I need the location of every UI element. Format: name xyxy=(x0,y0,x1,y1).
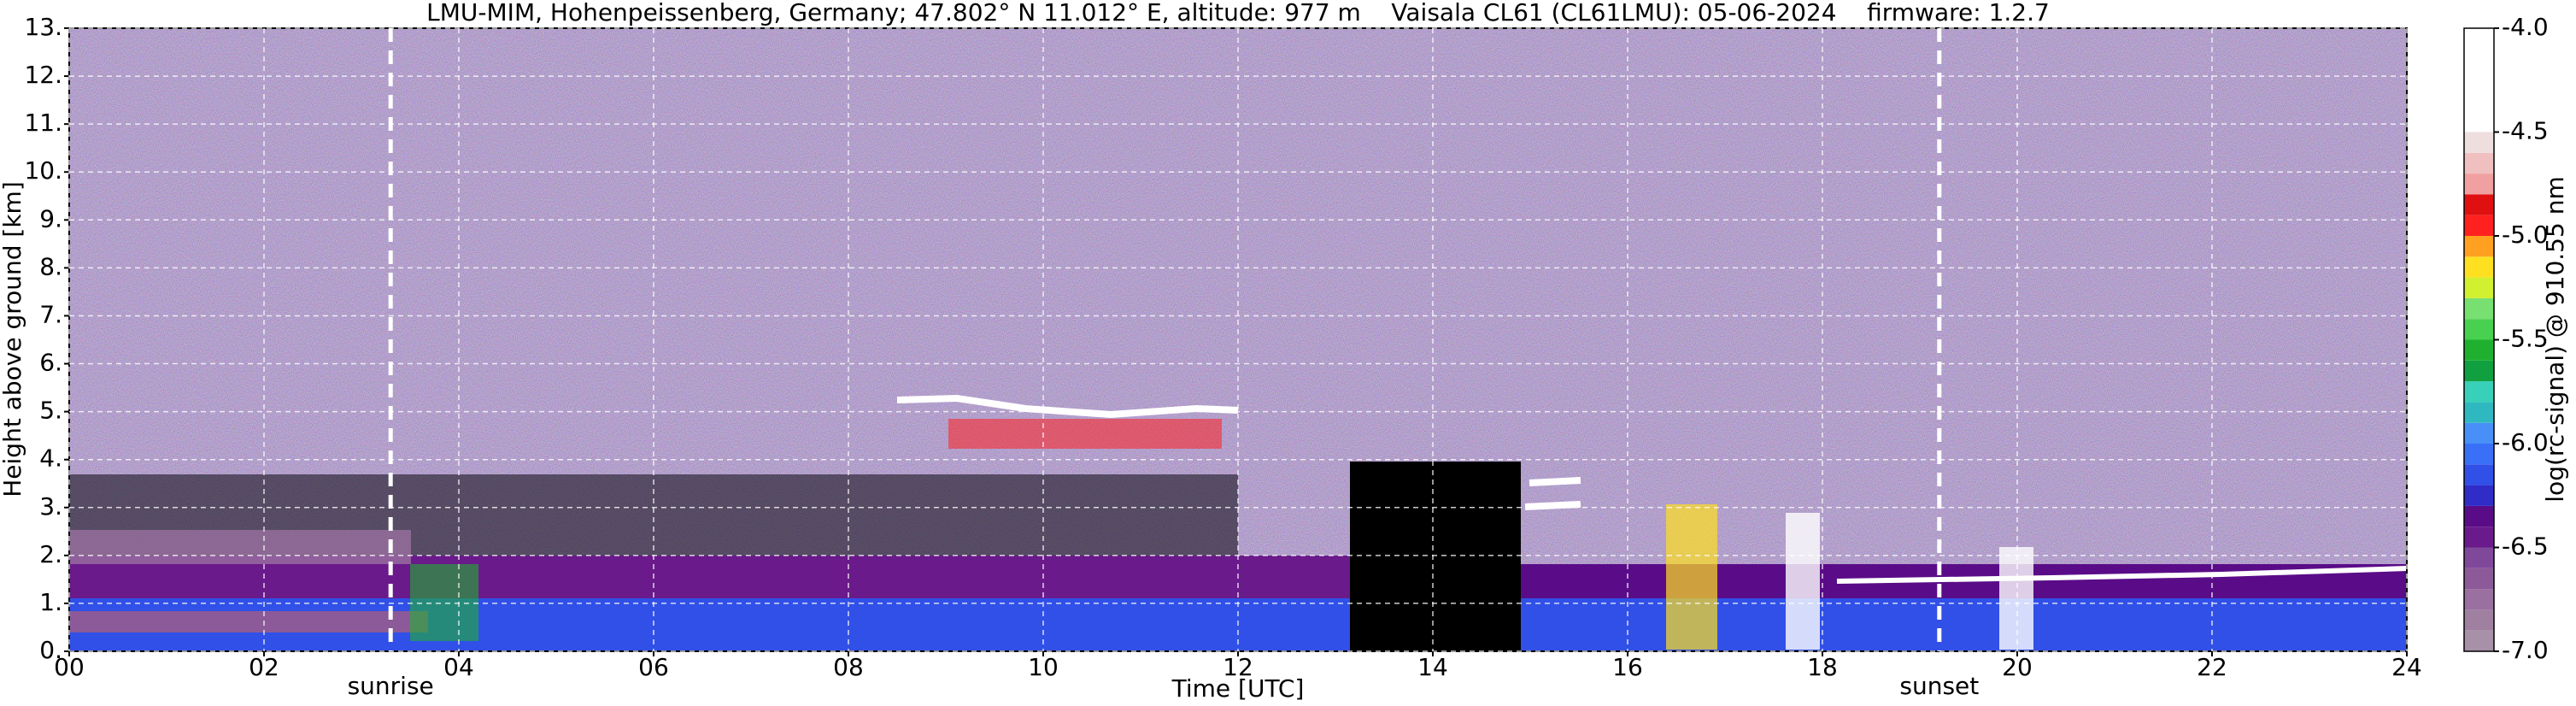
colorbar-tick-label: -7.0 xyxy=(2502,636,2549,664)
y-tick-label: 7. xyxy=(39,300,62,328)
heatmap-boundary-layer-pm xyxy=(1521,598,2407,651)
colorbar-segment xyxy=(2464,630,2494,651)
x-tick-label: 14 xyxy=(1417,653,1448,681)
x-tick-label: 06 xyxy=(638,653,669,681)
colorbar-segment xyxy=(2464,609,2494,631)
colorbar-segment xyxy=(2464,505,2494,527)
heatmap-precip xyxy=(1786,513,1820,650)
colorbar-segment xyxy=(2464,589,2494,610)
colorbar-tick-label: -4.5 xyxy=(2502,117,2549,145)
heatmap-cloud xyxy=(1836,566,2408,584)
colorbar-segment xyxy=(2464,568,2494,590)
colorbar-segment xyxy=(2464,319,2494,340)
y-tick-label: 6. xyxy=(39,349,62,377)
colorbar-segment xyxy=(2464,152,2494,174)
heatmap-cloud-base xyxy=(948,419,1222,449)
colorbar-label: log(rc-signal) @ 910.55 nm xyxy=(2541,176,2569,502)
colorbar-segment xyxy=(2464,464,2494,485)
y-tick-label: 11. xyxy=(24,109,62,137)
colorbar-segment xyxy=(2464,444,2494,465)
colorbar-segment xyxy=(2464,277,2494,298)
colorbar-segment xyxy=(2464,297,2494,320)
y-tick-label: 3. xyxy=(39,492,62,521)
chart-title: LMU-MIM, Hohenpeissenberg, Germany; 47.8… xyxy=(426,0,2050,26)
colorbar-tick-label: -5.0 xyxy=(2502,221,2549,249)
colorbar-segment xyxy=(2464,422,2494,444)
y-tick-label: 2. xyxy=(39,540,62,568)
y-tick-label: 4. xyxy=(39,444,62,473)
colorbar-segment xyxy=(2464,256,2494,278)
y-tick-label: 1. xyxy=(39,588,62,616)
annotation-label: sunset xyxy=(1899,672,1979,700)
y-tick-label: 10. xyxy=(24,156,62,185)
x-tick-label: 00 xyxy=(54,653,85,681)
y-tick-label: 13. xyxy=(24,13,62,41)
heatmap-residual-layer xyxy=(69,611,428,632)
y-axis-label: Height above ground [km] xyxy=(0,181,26,497)
heatmap-precip xyxy=(1999,547,2033,650)
heatmap-missing-data xyxy=(1350,462,1521,651)
colorbar-tick-label: -4.0 xyxy=(2502,13,2549,41)
heatmap-cloud xyxy=(1524,501,1581,510)
colorbar-segment xyxy=(2464,360,2494,382)
x-tick-label: 04 xyxy=(443,653,474,681)
x-tick-label: 24 xyxy=(2391,653,2422,681)
colorbar-segment xyxy=(2464,194,2494,215)
colorbar-segment xyxy=(2464,547,2494,568)
y-tick-label: 8. xyxy=(39,252,62,280)
x-tick-label: 12 xyxy=(1223,653,1253,681)
y-tick-label: 9. xyxy=(39,204,62,232)
colorbar-segment xyxy=(2464,28,2494,132)
x-tick-label: 08 xyxy=(833,653,864,681)
x-tick-label: 02 xyxy=(249,653,279,681)
colorbar-tick-label: -5.5 xyxy=(2502,325,2549,353)
colorbar-segment xyxy=(2464,402,2494,423)
colorbar-segment xyxy=(2464,132,2494,153)
colorbar-segment xyxy=(2464,339,2494,361)
x-tick-label: 18 xyxy=(1807,653,1838,681)
x-tick-label: 10 xyxy=(1028,653,1059,681)
heatmap-precip xyxy=(1666,504,1717,650)
colorbar-segment xyxy=(2464,527,2494,548)
x-tick-label: 20 xyxy=(2002,653,2033,681)
y-tick-label: 5. xyxy=(39,397,62,425)
annotation-label: sunrise xyxy=(348,672,434,700)
x-axis-label: Time [UTC] xyxy=(1171,674,1305,703)
colorbar-tick-label: -6.5 xyxy=(2502,532,2549,561)
heatmap-mixing xyxy=(410,564,478,641)
colorbar-segment xyxy=(2464,215,2494,236)
x-tick-label: 16 xyxy=(1612,653,1643,681)
heatmap-cloud xyxy=(1529,477,1581,486)
y-tick-label: 12. xyxy=(24,61,62,89)
x-tick-label: 22 xyxy=(2197,653,2227,681)
colorbar-segment xyxy=(2464,236,2494,257)
colorbar-segment xyxy=(2464,485,2494,506)
colorbar-segment xyxy=(2464,381,2494,403)
colorbar-segment xyxy=(2464,174,2494,195)
heatmap-aerosol-top xyxy=(69,530,411,564)
y-tick-label: 0. xyxy=(39,636,62,664)
colorbar-tick-label: -6.0 xyxy=(2502,428,2549,456)
